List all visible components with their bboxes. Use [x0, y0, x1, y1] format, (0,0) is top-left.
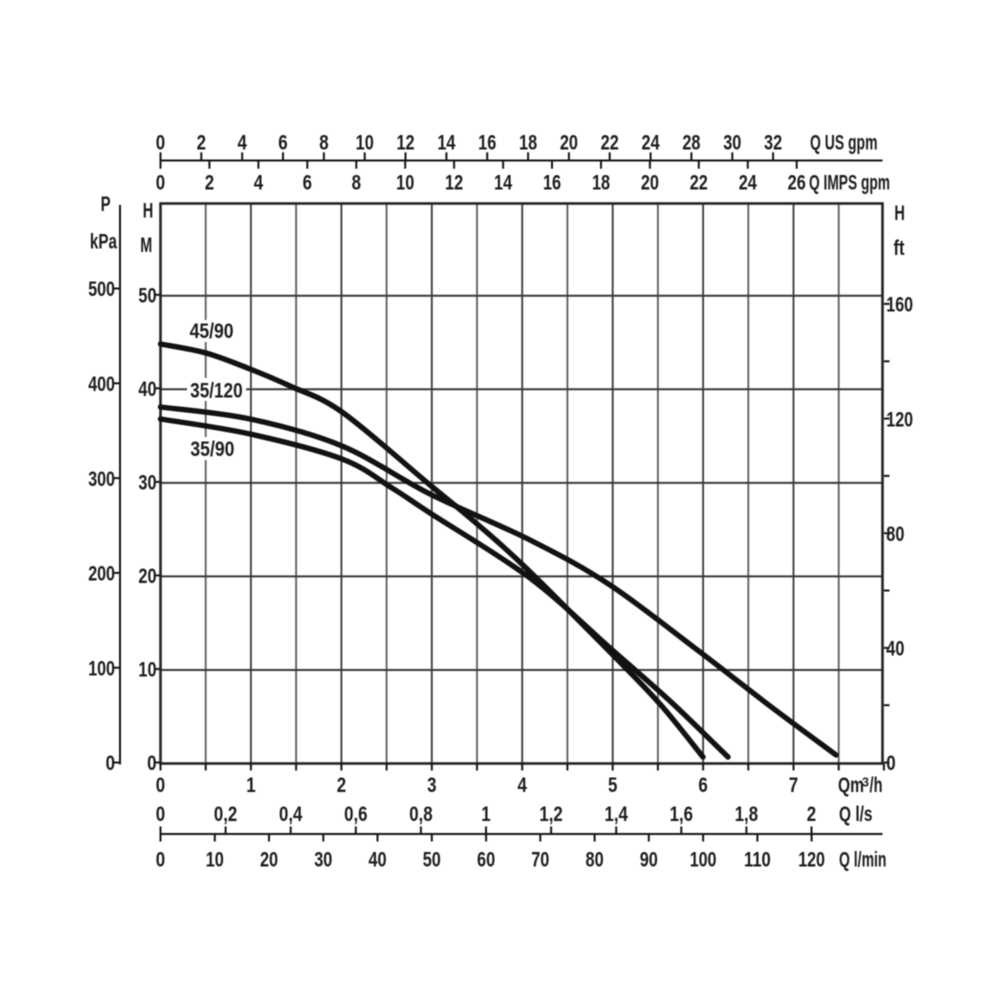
svg-text:45/90: 45/90	[190, 319, 234, 343]
svg-text:Q l/min: Q l/min	[839, 848, 887, 872]
svg-text:40: 40	[886, 637, 904, 661]
svg-text:120: 120	[798, 848, 825, 872]
svg-text:60: 60	[477, 848, 495, 872]
svg-text:Q IMPS gpm: Q IMPS gpm	[809, 171, 890, 195]
svg-text:22: 22	[601, 131, 619, 155]
svg-text:0: 0	[106, 751, 115, 775]
svg-text:6: 6	[303, 171, 312, 195]
svg-text:0: 0	[156, 171, 165, 195]
svg-text:0,8: 0,8	[409, 802, 432, 826]
svg-text:1,4: 1,4	[605, 802, 628, 826]
svg-text:6: 6	[278, 131, 287, 155]
svg-text:2: 2	[807, 802, 816, 826]
svg-text:1,8: 1,8	[735, 802, 758, 826]
svg-text:12: 12	[396, 131, 414, 155]
svg-text:1,2: 1,2	[539, 802, 562, 826]
svg-text:0: 0	[147, 751, 156, 775]
svg-text:4: 4	[518, 773, 527, 797]
svg-text:H: H	[894, 201, 905, 225]
svg-text:/h: /h	[870, 773, 883, 797]
svg-text:P: P	[101, 192, 111, 216]
svg-text:2: 2	[337, 773, 346, 797]
svg-text:35/90: 35/90	[190, 437, 234, 461]
svg-text:70: 70	[531, 848, 549, 872]
svg-text:30: 30	[138, 471, 156, 495]
svg-text:3: 3	[862, 775, 869, 790]
svg-text:26: 26	[788, 171, 806, 195]
svg-text:0,4: 0,4	[279, 802, 302, 826]
svg-text:20: 20	[260, 848, 278, 872]
svg-text:10: 10	[138, 658, 156, 682]
svg-text:ft: ft	[894, 236, 905, 260]
svg-text:14: 14	[437, 131, 455, 155]
svg-text:0: 0	[886, 751, 895, 775]
svg-text:6: 6	[698, 773, 707, 797]
svg-text:8: 8	[319, 131, 328, 155]
svg-text:Q l/s: Q l/s	[839, 802, 873, 826]
svg-text:40: 40	[138, 377, 156, 401]
svg-text:20: 20	[560, 131, 578, 155]
svg-text:10: 10	[356, 131, 374, 155]
svg-text:80: 80	[586, 848, 604, 872]
svg-text:kPa: kPa	[90, 230, 118, 254]
svg-text:18: 18	[592, 171, 610, 195]
svg-text:0,2: 0,2	[214, 802, 237, 826]
svg-text:1,6: 1,6	[670, 802, 693, 826]
svg-text:0: 0	[156, 802, 165, 826]
svg-text:160: 160	[886, 293, 913, 317]
svg-text:H: H	[143, 199, 154, 223]
svg-text:0: 0	[156, 131, 165, 155]
svg-text:1: 1	[481, 802, 490, 826]
svg-text:16: 16	[478, 131, 496, 155]
svg-text:32: 32	[764, 131, 782, 155]
svg-text:120: 120	[886, 407, 913, 431]
svg-text:50: 50	[423, 848, 441, 872]
svg-text:10: 10	[206, 848, 224, 872]
svg-text:Qm: Qm	[838, 773, 864, 797]
svg-text:8: 8	[352, 171, 361, 195]
svg-text:5: 5	[608, 773, 617, 797]
svg-text:30: 30	[723, 131, 741, 155]
svg-text:30: 30	[314, 848, 332, 872]
svg-text:0: 0	[156, 773, 165, 797]
svg-text:80: 80	[886, 522, 904, 546]
svg-text:20: 20	[641, 171, 659, 195]
svg-text:14: 14	[494, 171, 512, 195]
svg-text:35/120: 35/120	[190, 378, 243, 402]
svg-text:12: 12	[445, 171, 463, 195]
svg-text:1: 1	[246, 773, 255, 797]
svg-text:90: 90	[640, 848, 658, 872]
svg-text:M: M	[140, 233, 152, 257]
svg-text:40: 40	[368, 848, 386, 872]
svg-text:4: 4	[238, 131, 247, 155]
svg-text:Q US gpm: Q US gpm	[810, 131, 878, 155]
svg-text:0: 0	[156, 848, 165, 872]
svg-text:28: 28	[682, 131, 700, 155]
svg-text:400: 400	[88, 372, 115, 396]
svg-text:300: 300	[88, 467, 115, 491]
svg-text:16: 16	[543, 171, 561, 195]
svg-text:0,6: 0,6	[344, 802, 367, 826]
svg-text:18: 18	[519, 131, 537, 155]
svg-text:2: 2	[197, 131, 206, 155]
svg-text:7: 7	[789, 773, 798, 797]
svg-text:500: 500	[88, 277, 115, 301]
svg-text:100: 100	[88, 656, 115, 680]
svg-text:200: 200	[88, 562, 115, 586]
svg-text:22: 22	[690, 171, 708, 195]
svg-text:3: 3	[427, 773, 436, 797]
svg-text:2: 2	[205, 171, 214, 195]
svg-text:24: 24	[739, 171, 757, 195]
svg-text:20: 20	[138, 564, 156, 588]
svg-text:110: 110	[744, 848, 771, 872]
svg-text:100: 100	[690, 848, 717, 872]
svg-text:50: 50	[138, 283, 156, 307]
svg-text:4: 4	[254, 171, 263, 195]
svg-text:10: 10	[396, 171, 414, 195]
svg-text:24: 24	[642, 131, 660, 155]
